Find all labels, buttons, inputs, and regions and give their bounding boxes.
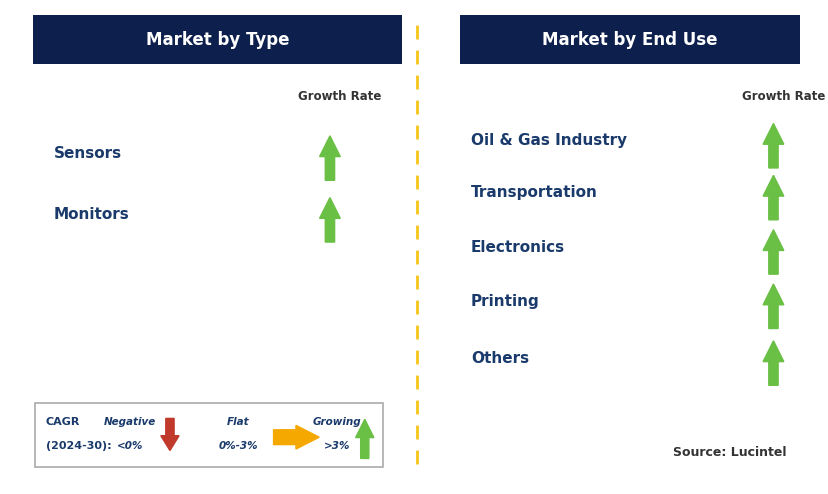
- Bar: [460, 15, 799, 64]
- FancyArrow shape: [319, 198, 339, 242]
- Text: Source: Lucintel: Source: Lucintel: [672, 446, 785, 458]
- Text: Growing: Growing: [313, 417, 361, 427]
- Text: Others: Others: [470, 351, 528, 366]
- Text: CAGR: CAGR: [46, 417, 79, 427]
- Text: Flat: Flat: [226, 417, 249, 427]
- FancyArrow shape: [762, 284, 782, 329]
- FancyArrow shape: [319, 136, 339, 180]
- Text: Growth Rate: Growth Rate: [741, 90, 824, 103]
- FancyArrow shape: [161, 418, 179, 451]
- Text: Transportation: Transportation: [470, 185, 597, 200]
- FancyArrow shape: [762, 341, 782, 385]
- Text: Market by End Use: Market by End Use: [542, 31, 717, 48]
- Text: Sensors: Sensors: [54, 146, 122, 161]
- Text: Monitors: Monitors: [54, 207, 129, 222]
- FancyArrow shape: [355, 419, 373, 458]
- Text: (2024-30):: (2024-30):: [46, 441, 111, 451]
- Text: <0%: <0%: [117, 441, 143, 451]
- FancyArrow shape: [762, 124, 782, 168]
- Text: Printing: Printing: [470, 294, 539, 309]
- Text: Growth Rate: Growth Rate: [298, 90, 381, 103]
- FancyArrow shape: [762, 175, 782, 220]
- FancyArrow shape: [273, 425, 319, 449]
- FancyArrow shape: [762, 230, 782, 274]
- Text: 0%-3%: 0%-3%: [218, 441, 258, 451]
- Bar: [35, 403, 383, 467]
- Text: Negative: Negative: [104, 417, 156, 427]
- Text: Electronics: Electronics: [470, 240, 565, 254]
- Text: >3%: >3%: [324, 441, 350, 451]
- Text: Oil & Gas Industry: Oil & Gas Industry: [470, 133, 626, 148]
- Text: Market by Type: Market by Type: [146, 31, 289, 48]
- Bar: [33, 15, 402, 64]
